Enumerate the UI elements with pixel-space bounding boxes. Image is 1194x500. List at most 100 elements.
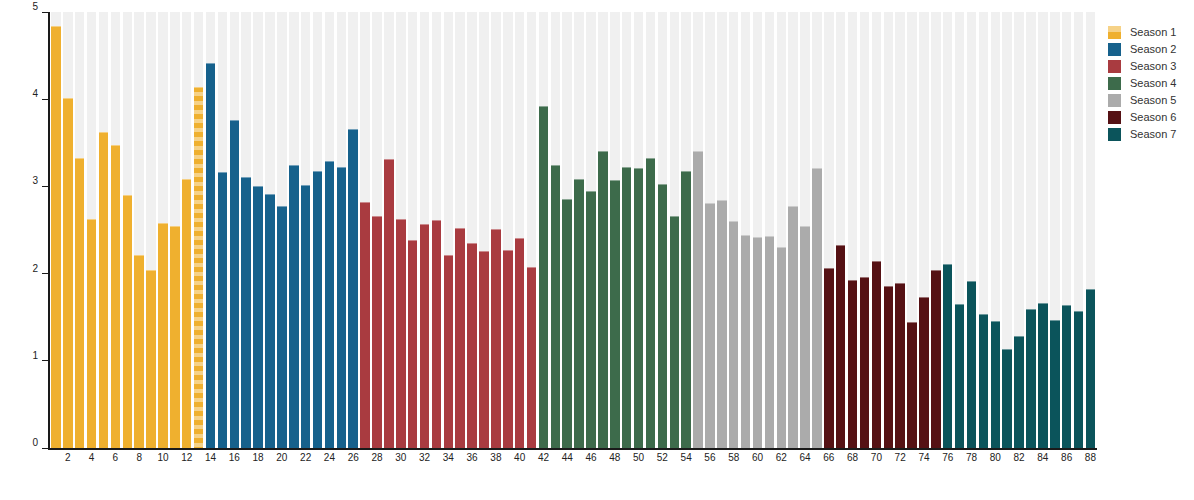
legend-item-season-7[interactable]: Season 7	[1108, 128, 1176, 141]
bar-episode-4-season-1[interactable]	[87, 219, 97, 448]
bar-episode-30-season-3[interactable]	[396, 219, 406, 448]
bar-episode-62-season-5[interactable]	[777, 247, 787, 448]
bar-episode-79-season-7[interactable]	[979, 314, 989, 448]
legend-item-season-1[interactable]: Season 1	[1108, 26, 1176, 39]
bar-episode-69-season-6[interactable]	[860, 277, 870, 448]
bar-episode-72-season-6[interactable]	[895, 283, 905, 448]
bar-episode-66-season-6[interactable]	[824, 268, 834, 449]
bar-episode-7-season-1[interactable]	[123, 195, 133, 448]
bar-episode-1-season-1[interactable]	[51, 26, 61, 448]
bar-episode-86-season-7[interactable]	[1062, 305, 1072, 448]
bar-episode-12-season-1[interactable]	[182, 179, 192, 448]
bar-episode-15-season-2[interactable]	[218, 172, 228, 448]
bar-episode-55-season-5[interactable]	[693, 151, 703, 448]
bar-episode-10-season-1[interactable]	[158, 223, 168, 448]
bar-episode-63-season-5[interactable]	[788, 206, 798, 448]
bar-episode-21-season-2[interactable]	[289, 165, 299, 448]
bar-episode-75-season-6[interactable]	[931, 270, 941, 448]
bar-episode-29-season-3[interactable]	[384, 159, 394, 449]
bar-episode-28-season-3[interactable]	[372, 216, 382, 448]
bar-episode-37-season-3[interactable]	[479, 251, 489, 448]
bar-episode-9-season-1[interactable]	[146, 270, 156, 448]
bar-episode-74-season-6[interactable]	[919, 297, 929, 448]
bar-episode-48-season-4[interactable]	[610, 180, 620, 448]
bar-episode-53-season-4[interactable]	[670, 216, 680, 448]
bar-episode-42-season-4[interactable]	[539, 106, 549, 448]
bar-episode-22-season-2[interactable]	[301, 185, 311, 448]
bar-episode-41-season-3[interactable]	[527, 267, 537, 448]
bar-episode-11-season-1[interactable]	[170, 226, 180, 448]
bar-episode-54-season-4[interactable]	[681, 171, 691, 448]
bar-episode-82-season-7[interactable]	[1014, 336, 1024, 448]
bar-episode-5-season-1[interactable]	[99, 132, 109, 448]
bar-episode-51-season-4[interactable]	[646, 158, 656, 448]
bar-episode-57-season-5[interactable]	[717, 200, 727, 448]
bar-episode-58-season-5[interactable]	[729, 221, 739, 448]
bar-episode-78-season-7[interactable]	[967, 281, 977, 448]
bar-episode-87-season-7[interactable]	[1074, 311, 1084, 448]
bar-episode-34-season-3[interactable]	[444, 255, 454, 448]
bar-episode-85-season-7[interactable]	[1050, 320, 1060, 448]
bar-episode-32-season-3[interactable]	[420, 224, 430, 448]
bar-episode-59-season-5[interactable]	[741, 235, 751, 448]
bar-episode-14-season-2[interactable]	[206, 63, 216, 448]
bar-episode-18-season-2[interactable]	[253, 186, 263, 448]
legend-item-season-3[interactable]: Season 3	[1108, 60, 1176, 73]
bar-episode-61-season-5[interactable]	[765, 236, 775, 448]
bar-episode-43-season-4[interactable]	[551, 165, 561, 448]
bar-episode-76-season-7[interactable]	[943, 264, 953, 448]
bar-episode-84-season-7[interactable]	[1038, 303, 1048, 448]
bar-episode-6-season-1[interactable]	[111, 145, 121, 448]
bar-episode-60-season-5[interactable]	[753, 237, 763, 448]
bar-episode-49-season-4[interactable]	[622, 167, 632, 448]
bar-episode-65-season-5[interactable]	[812, 168, 822, 448]
bar-episode-13-season-1[interactable]	[194, 87, 204, 448]
bar-episode-68-season-6[interactable]	[848, 280, 858, 448]
legend-item-season-4[interactable]: Season 4	[1108, 77, 1176, 90]
bar-episode-39-season-3[interactable]	[503, 250, 513, 448]
legend-item-season-5[interactable]: Season 5	[1108, 94, 1176, 107]
episode-slot	[216, 12, 228, 448]
bar-episode-73-season-6[interactable]	[907, 322, 917, 448]
bar-episode-70-season-6[interactable]	[872, 261, 882, 448]
bar-episode-88-season-7[interactable]	[1086, 289, 1096, 448]
x-tick-label: 34	[443, 453, 454, 463]
bar-episode-80-season-7[interactable]	[991, 321, 1001, 448]
bar-episode-25-season-2[interactable]	[337, 167, 347, 448]
bar-episode-40-season-3[interactable]	[515, 238, 525, 448]
bar-episode-46-season-4[interactable]	[586, 191, 596, 448]
bar-episode-17-season-2[interactable]	[241, 177, 251, 448]
bar-episode-16-season-2[interactable]	[230, 120, 240, 448]
bar-episode-45-season-4[interactable]	[574, 179, 584, 448]
bar-episode-52-season-4[interactable]	[658, 184, 668, 448]
bar-episode-2-season-1[interactable]	[63, 98, 73, 448]
bar-episode-36-season-3[interactable]	[467, 243, 477, 448]
bar-episode-47-season-4[interactable]	[598, 151, 608, 448]
bar-episode-31-season-3[interactable]	[408, 240, 418, 448]
bar-episode-24-season-2[interactable]	[325, 161, 335, 448]
legend-item-season-6[interactable]: Season 6	[1108, 111, 1176, 124]
bar-episode-26-season-2[interactable]	[348, 129, 358, 448]
bar-episode-19-season-2[interactable]	[265, 194, 275, 448]
bar-episode-20-season-2[interactable]	[277, 206, 287, 448]
bar-episode-33-season-3[interactable]	[432, 220, 442, 448]
bar-episode-3-season-1[interactable]	[75, 158, 85, 448]
x-tick-label: 36	[467, 453, 478, 463]
bar-episode-64-season-5[interactable]	[800, 226, 810, 448]
bar-episode-44-season-4[interactable]	[562, 199, 572, 448]
bar-episode-50-season-4[interactable]	[634, 168, 644, 448]
bar-episode-67-season-6[interactable]	[836, 245, 846, 448]
bar-episode-56-season-5[interactable]	[705, 203, 715, 448]
legend-label: Season 1	[1130, 27, 1176, 38]
bar-episode-8-season-1[interactable]	[134, 255, 144, 448]
bar-episode-35-season-3[interactable]	[455, 228, 465, 448]
episode-slot: 38	[490, 12, 502, 448]
bar-episode-23-season-2[interactable]	[313, 171, 323, 448]
bar-episode-71-season-6[interactable]	[884, 286, 894, 448]
legend-item-season-2[interactable]: Season 2	[1108, 43, 1176, 56]
bar-episode-77-season-7[interactable]	[955, 304, 965, 448]
bar-episode-81-season-7[interactable]	[1002, 349, 1012, 448]
bar-episode-38-season-3[interactable]	[491, 229, 501, 448]
bar-episode-83-season-7[interactable]	[1026, 309, 1036, 448]
bar-episode-27-season-3[interactable]	[360, 202, 370, 448]
